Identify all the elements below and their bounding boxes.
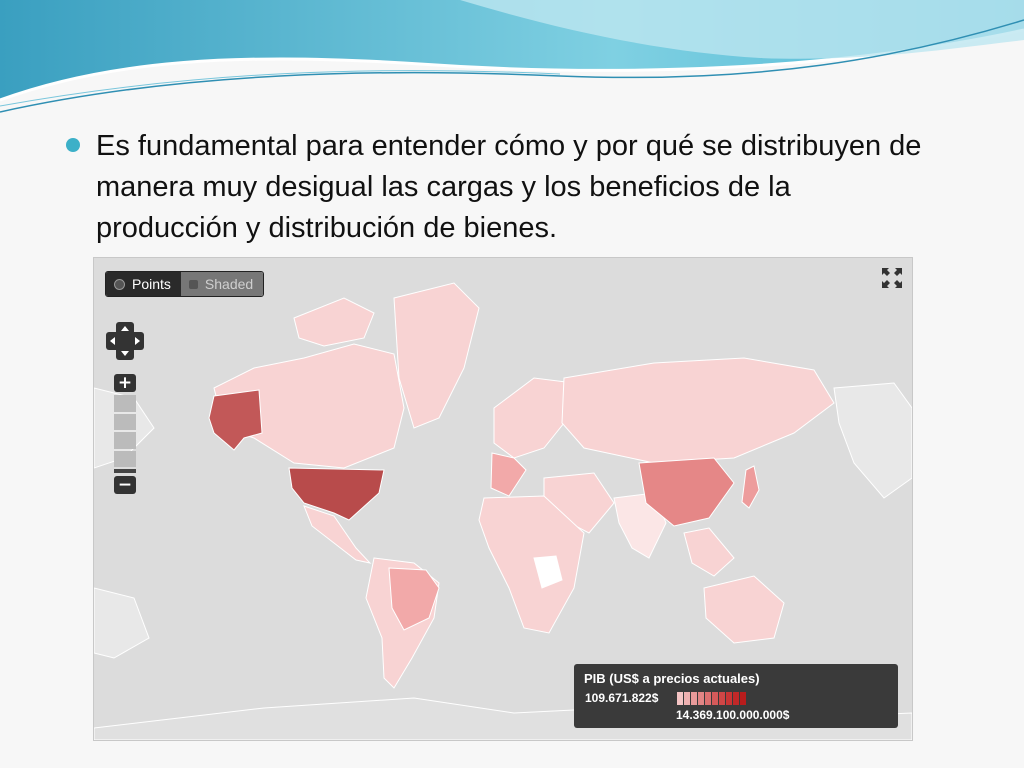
bullet-text: Es fundamental para entender cómo y por … <box>96 130 922 244</box>
region-australia <box>703 575 785 644</box>
region-southeast-asia <box>683 527 735 577</box>
zoom-step[interactable] <box>114 413 136 430</box>
region-south-grey <box>94 587 150 659</box>
points-icon <box>114 278 125 290</box>
zoom-step[interactable] <box>114 432 136 449</box>
region-alaska <box>208 389 263 451</box>
world-gdp-map[interactable]: Points Shaded + − PIB (US <box>93 257 913 741</box>
region-western-europe <box>490 452 527 497</box>
points-mode-button[interactable]: Points <box>106 272 181 296</box>
shaded-mode-label: Shaded <box>204 276 254 292</box>
region-china <box>638 457 735 527</box>
shaded-mode-button[interactable]: Shaded <box>180 272 264 296</box>
legend-max-label: 14.369.100.000.000$ <box>676 708 790 722</box>
fullscreen-icon[interactable] <box>880 266 904 290</box>
legend-title: PIB (US$ a precios actuales) <box>584 671 760 686</box>
region-mexico <box>303 505 372 564</box>
legend-swatch <box>684 692 690 705</box>
legend-color-scale <box>677 692 747 705</box>
slide-header-decoration <box>0 0 1024 113</box>
region-africa <box>478 495 585 634</box>
region-greenland <box>393 282 480 429</box>
world-map-canvas[interactable] <box>94 258 912 740</box>
pan-control-icon[interactable] <box>104 320 146 362</box>
points-mode-label: Points <box>132 276 171 292</box>
zoom-handle[interactable] <box>114 469 136 473</box>
zoom-control[interactable]: + − <box>114 374 136 494</box>
legend-swatch <box>677 692 683 705</box>
zoom-out-icon[interactable]: − <box>114 476 136 494</box>
legend-swatch <box>705 692 711 705</box>
region-russia <box>561 357 835 464</box>
legend-swatch <box>733 692 739 705</box>
legend-swatch <box>726 692 732 705</box>
region-canada-islands <box>293 297 375 347</box>
region-japan <box>741 465 760 509</box>
zoom-step[interactable] <box>114 395 136 412</box>
zoom-in-icon[interactable]: + <box>114 374 136 392</box>
legend-min-label: 109.671.822$ <box>585 691 659 705</box>
region-europe <box>493 377 575 459</box>
legend-swatch <box>691 692 697 705</box>
region-brazil <box>388 567 440 631</box>
legend-swatch <box>719 692 725 705</box>
bullet-icon <box>66 138 80 152</box>
legend-swatch <box>740 692 746 705</box>
zoom-step[interactable] <box>114 450 136 467</box>
region-east-asia-grey <box>833 382 912 499</box>
map-mode-toggle[interactable]: Points Shaded <box>105 271 265 297</box>
bullet-point: Es fundamental para entender cómo y por … <box>66 126 926 249</box>
region-united-states <box>288 467 385 521</box>
legend-swatch <box>698 692 704 705</box>
map-legend: PIB (US$ a precios actuales) 109.671.822… <box>574 664 898 728</box>
region-no-data <box>533 555 563 589</box>
legend-swatch <box>712 692 718 705</box>
zoom-slider[interactable] <box>114 392 136 476</box>
shaded-icon <box>188 279 198 289</box>
